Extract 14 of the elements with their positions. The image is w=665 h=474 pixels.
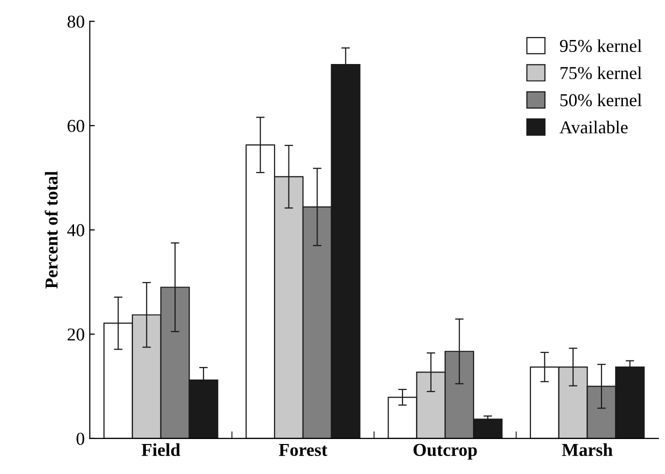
legend-label: 50% kernel [560,94,642,106]
legend-label: 75% kernel [560,66,642,80]
x-tick-label: Forest [278,444,328,456]
y-tick-label: 20 [68,328,84,341]
y-tick-label: 60 [68,120,84,132]
legend-label: 95% kernel [560,39,642,52]
y-tick-label: 40 [67,224,84,236]
y-tick-label: 80 [68,16,84,28]
x-tick-label: Marsh [562,443,613,456]
y-axis-title: Percent of total [44,171,58,289]
x-tick-label: Outcrop [414,444,477,460]
y-tick-label: 0 [76,432,84,445]
x-tick-label: Field [142,443,180,456]
legend-label: Available [560,120,628,134]
